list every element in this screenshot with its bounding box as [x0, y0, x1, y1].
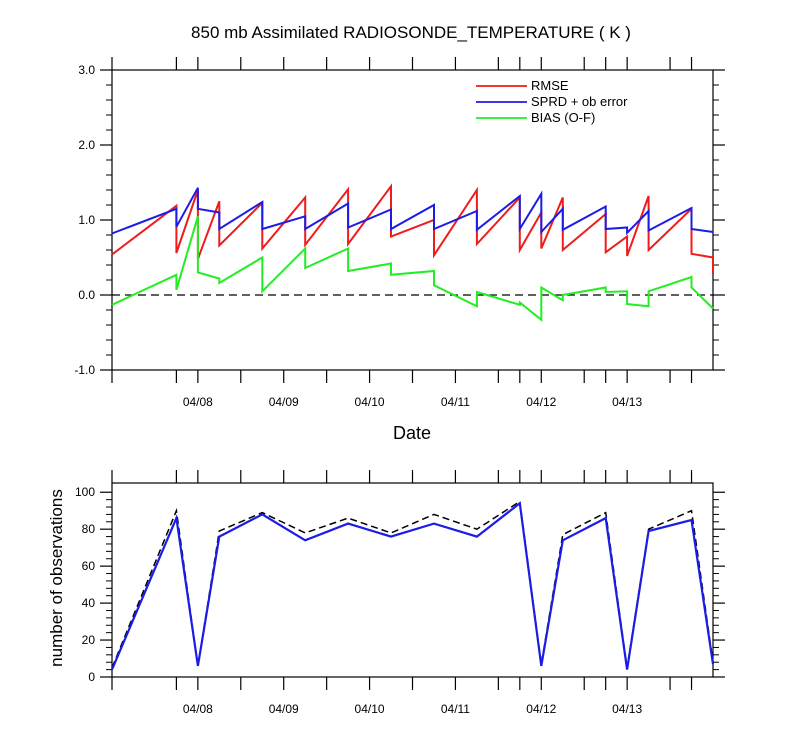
top-x-tick-labels: 04/08 04/09 04/10 04/11 04/12 04/13 — [183, 395, 643, 409]
top-axis-ticks — [100, 57, 725, 383]
x-tick-label: 04/13 — [612, 702, 642, 716]
y-tick-label: 2.0 — [78, 138, 95, 152]
legend-label-bias: BIAS (O-F) — [531, 110, 595, 125]
x-tick-label: 04/13 — [612, 395, 642, 409]
x-tick-label: 04/12 — [526, 702, 556, 716]
y-tick-label: 20 — [82, 633, 96, 647]
y-tick-label: 1.0 — [78, 213, 95, 227]
legend: RMSE SPRD + ob error BIAS (O-F) — [476, 78, 628, 125]
top-plot-frame — [111, 69, 714, 371]
bottom-axis-ticks — [100, 470, 725, 690]
legend-label-rmse: RMSE — [531, 78, 569, 93]
x-tick-label: 04/10 — [355, 702, 385, 716]
x-tick-label: 04/08 — [183, 702, 213, 716]
legend-label-sprd: SPRD + ob error — [531, 94, 628, 109]
series-line-sprd — [111, 187, 714, 236]
bottom-plot-frame — [111, 482, 714, 678]
x-axis-label: Date — [393, 423, 431, 443]
x-tick-label: 04/09 — [269, 395, 299, 409]
y-tick-label: 80 — [82, 522, 96, 536]
y-tick-label: -1.0 — [74, 363, 95, 377]
x-tick-label: 04/08 — [183, 395, 213, 409]
x-tick-label: 04/10 — [355, 395, 385, 409]
y-tick-label: 0.0 — [78, 288, 95, 302]
series-line-rmse — [111, 183, 714, 274]
bottom-y-tick-labels: 0 20 40 60 80 100 — [75, 485, 95, 684]
series-line-bias — [111, 216, 714, 322]
top-y-tick-labels: -1.0 0.0 1.0 2.0 3.0 — [74, 63, 95, 377]
y-tick-label: 60 — [82, 559, 96, 573]
x-tick-label: 04/11 — [441, 702, 470, 716]
y-axis-label-observations: number of observations — [47, 489, 66, 667]
obs-series-assimilated — [110, 501, 715, 671]
top-series-group — [111, 183, 714, 322]
y-tick-label: 100 — [75, 485, 95, 499]
bottom-x-tick-labels: 04/08 04/09 04/10 04/11 04/12 04/13 — [183, 702, 643, 716]
bottom-chart: 04/08 04/09 04/10 04/11 04/12 04/13 0 20 40 60 80… — [47, 470, 725, 716]
top-chart: 850 mb Assimilated RADIOSONDE_TEMPERATUR… — [74, 23, 725, 443]
y-tick-label: 3.0 — [78, 63, 95, 77]
y-tick-label: 0 — [88, 670, 95, 684]
x-tick-label: 04/12 — [526, 395, 556, 409]
x-tick-label: 04/09 — [269, 702, 299, 716]
bottom-series-group — [110, 500, 715, 671]
x-tick-label: 04/11 — [441, 395, 470, 409]
y-tick-label: 40 — [82, 596, 96, 610]
chart-title: 850 mb Assimilated RADIOSONDE_TEMPERATUR… — [191, 23, 631, 42]
